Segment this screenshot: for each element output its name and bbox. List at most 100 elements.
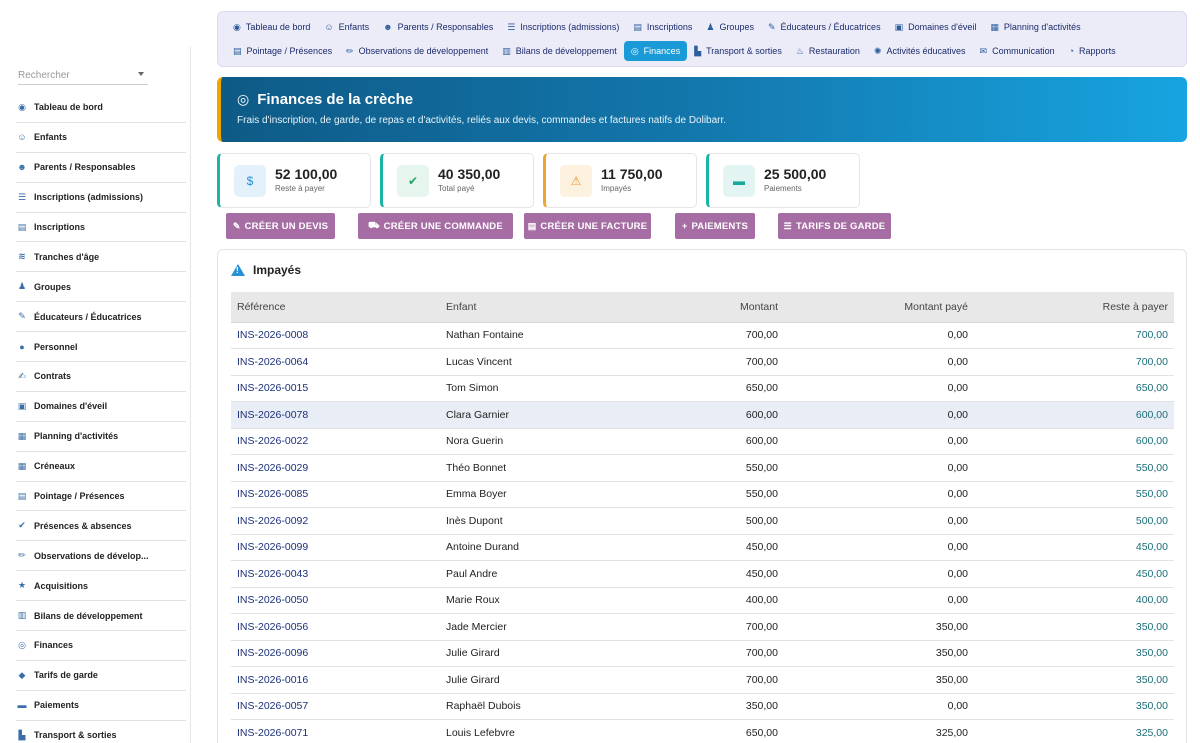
tab-bilans-de-developpement[interactable]: ▥ Bilans de développement: [495, 41, 624, 61]
table-row[interactable]: INS-2026-0057 Raphaël Dubois 350,00 0,00 350…: [231, 693, 1174, 720]
sidebar-search[interactable]: [18, 67, 148, 85]
tab-pointage-presences[interactable]: ▤ Pointage / Présences: [226, 41, 339, 61]
sidebar-item-transport-sorties[interactable]: ▙ Transport & sorties: [16, 721, 186, 743]
sidebar-item-enfants[interactable]: ☺ Enfants: [16, 123, 186, 153]
cell-reference[interactable]: INS-2026-0056: [231, 613, 440, 641]
tab-communication[interactable]: ✉ Communication: [973, 41, 1062, 61]
cell-reference[interactable]: INS-2026-0078: [231, 401, 440, 429]
tab-domaines-d-eveil[interactable]: ▣ Domaines d'éveil: [888, 17, 984, 37]
creer-une-facture-button[interactable]: ▤ CRÉER UNE FACTURE: [524, 213, 651, 239]
cell-reference[interactable]: INS-2026-0096: [231, 640, 440, 667]
table-row[interactable]: INS-2026-0043 Paul Andre 450,00 0,00 450,00: [231, 560, 1174, 588]
cell-montant-paye: 350,00: [784, 640, 974, 667]
sidebar-item-groupes[interactable]: ♟ Groupes: [16, 272, 186, 303]
sidebar-item-educateurs-educatrices[interactable]: ✎ Éducateurs / Éducatrices: [16, 302, 186, 333]
sidebar-item-label: Transport & sorties: [34, 730, 117, 741]
col-enfant[interactable]: Enfant: [440, 292, 660, 323]
search-input[interactable]: [18, 67, 130, 84]
cell-montant-paye: 0,00: [784, 507, 974, 535]
sidebar-item-contrats[interactable]: ✍ Contrats: [16, 362, 186, 392]
sidebar-item-tranches-d-age[interactable]: ≋ Tranches d'âge: [16, 242, 186, 273]
kpi-label: Paiements: [764, 184, 802, 193]
table-row[interactable]: INS-2026-0029 Théo Bonnet 550,00 0,00 550,00: [231, 454, 1174, 482]
table-row[interactable]: INS-2026-0008 Nathan Fontaine 700,00 0,00 70…: [231, 322, 1174, 349]
sidebar-item-label: Tableau de bord: [34, 102, 103, 113]
cell-reference[interactable]: INS-2026-0057: [231, 693, 440, 720]
tab-activites-educatives[interactable]: ✺ Activités éducatives: [867, 41, 973, 61]
sidebar-item-acquisitions[interactable]: ★ Acquisitions: [16, 571, 186, 602]
creer-un-devis-button[interactable]: ✎ CRÉER UN DEVIS: [226, 213, 335, 239]
sidebar-item-parents-responsables[interactable]: ☻ Parents / Responsables: [16, 153, 186, 183]
cell-reference[interactable]: INS-2026-0029: [231, 454, 440, 482]
table-row[interactable]: INS-2026-0099 Antoine Durand 450,00 0,00 450…: [231, 534, 1174, 561]
tab-transport-sorties[interactable]: ▙ Transport & sorties: [687, 41, 789, 61]
tab-enfants[interactable]: ☺ Enfants: [317, 17, 376, 37]
sidebar-item-label: Inscriptions (admissions): [34, 192, 144, 203]
sidebar-item-inscriptions[interactable]: ▤ Inscriptions: [16, 213, 186, 243]
tab-label: Planning d'activités: [1003, 22, 1081, 32]
cell-reference[interactable]: INS-2026-0071: [231, 719, 440, 743]
tab-tableau-de-bord[interactable]: ◉ Tableau de bord: [226, 17, 317, 37]
cell-enfant: Raphaël Dubois: [440, 693, 660, 720]
sidebar-item-finances[interactable]: ◎ Finances: [16, 631, 186, 661]
tarifs-de-garde-button[interactable]: ☰ TARIFS DE GARDE: [778, 213, 891, 239]
cell-reference[interactable]: INS-2026-0016: [231, 666, 440, 694]
cell-reference[interactable]: INS-2026-0050: [231, 587, 440, 614]
table-row[interactable]: INS-2026-0078 Clara Garnier 600,00 0,00 600,…: [231, 401, 1174, 429]
chevron-down-icon[interactable]: [138, 72, 144, 76]
sidebar-item-paiements[interactable]: ▬ Paiements: [16, 691, 186, 721]
table-row[interactable]: INS-2026-0071 Louis Lefebvre 650,00 325,00 3…: [231, 719, 1174, 743]
tab-observations-de-developpement[interactable]: ✏ Observations de développement: [339, 41, 495, 61]
sidebar-item-presences-absences[interactable]: ✔ Présences & absences: [16, 511, 186, 542]
sidebar-item-domaines-d-eveil[interactable]: ▣ Domaines d'éveil: [16, 392, 186, 422]
table-row[interactable]: INS-2026-0015 Tom Simon 650,00 0,00 650,00: [231, 375, 1174, 402]
cell-reference[interactable]: INS-2026-0015: [231, 375, 440, 402]
cell-reference[interactable]: INS-2026-0064: [231, 348, 440, 376]
tab-groupes[interactable]: ♟ Groupes: [699, 17, 761, 37]
pencil-icon: ✏: [346, 45, 354, 56]
tab-finances[interactable]: ◎ Finances: [623, 41, 688, 61]
button-label: CRÉER UN DEVIS: [244, 220, 329, 232]
table-row[interactable]: INS-2026-0096 Julie Girard 700,00 350,00 350…: [231, 640, 1174, 667]
cell-reste-a-payer: 450,00: [974, 560, 1174, 588]
page-banner: ◎ Finances de la crèche Frais d'inscript…: [217, 77, 1187, 142]
table-row[interactable]: INS-2026-0050 Marie Roux 400,00 0,00 400,00: [231, 587, 1174, 614]
warning-icon: ⚠: [560, 165, 592, 197]
table-row[interactable]: INS-2026-0022 Nora Guerin 600,00 0,00 600,00: [231, 428, 1174, 455]
col-montant[interactable]: Montant: [660, 292, 784, 323]
cell-reference[interactable]: INS-2026-0022: [231, 428, 440, 455]
sidebar-item-inscriptions-admissions[interactable]: ☰ Inscriptions (admissions): [16, 183, 186, 213]
cell-reference[interactable]: INS-2026-0099: [231, 534, 440, 561]
col-reference[interactable]: Référence: [231, 292, 440, 323]
sidebar-item-tarifs-de-garde[interactable]: ◆ Tarifs de garde: [16, 661, 186, 691]
col-reste-a-payer[interactable]: Reste à payer: [974, 292, 1174, 323]
sidebar-item-personnel[interactable]: ● Personnel: [16, 332, 186, 363]
tab-parents-responsables[interactable]: ☻ Parents / Responsables: [376, 17, 500, 37]
table-row[interactable]: INS-2026-0092 Inès Dupont 500,00 0,00 500,00: [231, 507, 1174, 535]
sidebar-item-planning-d-activites[interactable]: ▦ Planning d'activités: [16, 422, 186, 452]
page-subtitle: Frais d'inscription, de garde, de repas …: [237, 115, 727, 126]
creer-une-commande-button[interactable]: ⛟ CRÉER UNE COMMANDE: [358, 213, 513, 239]
sidebar-item-observations-de-develop[interactable]: ✏ Observations de dévelop...: [16, 541, 186, 572]
sidebar-item-tableau-de-bord[interactable]: ◉ Tableau de bord: [16, 93, 186, 123]
cell-reference[interactable]: INS-2026-0008: [231, 322, 440, 349]
sidebar-item-bilans-de-developpement[interactable]: ▥ Bilans de développement: [16, 601, 186, 632]
sidebar-item-creneaux[interactable]: ▦ Créneaux: [16, 452, 186, 482]
table-row[interactable]: INS-2026-0064 Lucas Vincent 700,00 0,00 700,…: [231, 348, 1174, 376]
table-row[interactable]: INS-2026-0056 Jade Mercier 700,00 350,00 350…: [231, 613, 1174, 641]
cell-reference[interactable]: INS-2026-0092: [231, 507, 440, 535]
tab-restauration[interactable]: ♨ Restauration: [789, 41, 867, 61]
cell-reference[interactable]: INS-2026-0085: [231, 481, 440, 508]
tab-inscriptions-admissions[interactable]: ☰ Inscriptions (admissions): [500, 17, 626, 37]
kpi-card-total-paye: ✔ 40 350,00 Total payé: [380, 153, 534, 208]
tab-rapports[interactable]: ◔ Rapports: [1062, 41, 1123, 61]
table-row[interactable]: INS-2026-0085 Emma Boyer 550,00 0,00 550,00: [231, 481, 1174, 508]
tab-inscriptions[interactable]: ▤ Inscriptions: [626, 17, 699, 37]
tab-educateurs-educatrices[interactable]: ✎ Éducateurs / Éducatrices: [761, 17, 888, 37]
cell-reference[interactable]: INS-2026-0043: [231, 560, 440, 588]
sidebar-item-pointage-presences[interactable]: ▤ Pointage / Présences: [16, 482, 186, 512]
table-row[interactable]: INS-2026-0016 Julie Girard 700,00 350,00 350…: [231, 666, 1174, 694]
col-montant-paye[interactable]: Montant payé: [784, 292, 974, 323]
paiements-button[interactable]: + PAIEMENTS: [675, 213, 755, 239]
tab-planning-d-activites[interactable]: ▦ Planning d'activités: [983, 17, 1087, 37]
